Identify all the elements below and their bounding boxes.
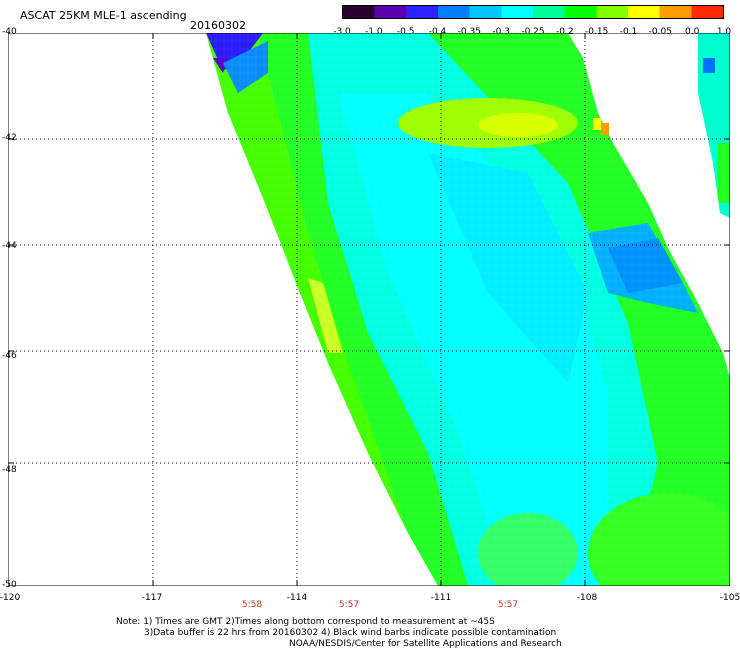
lon-label: -117 — [141, 593, 163, 603]
swath-map — [8, 33, 730, 586]
product-title: ASCAT 25KM MLE-1 ascending — [20, 9, 187, 22]
map-gridlines — [8, 33, 730, 586]
colorbar-tick-label: -3.0 — [333, 27, 351, 37]
colorbar-tick-label: -0.35 — [457, 27, 481, 37]
colorbar-tick-label: -0.1 — [619, 27, 638, 37]
colorbar-tick-label: -0.05 — [648, 27, 672, 37]
colorbar-tick-label: -0.5 — [396, 27, 415, 37]
colorbar — [342, 5, 724, 19]
lon-label: -120 — [0, 593, 21, 603]
swath-time: 5:58 — [241, 600, 263, 610]
swath-pixels-right — [698, 33, 730, 218]
colorbar-tick-label: -0.4 — [428, 27, 447, 37]
note-line-3: NOAA/NESDIS/Center for Satellite Applica… — [289, 639, 562, 649]
colorbar-tick-label: -0.3 — [492, 27, 510, 37]
swath-time: 5:57 — [497, 600, 519, 610]
lon-label: -114 — [286, 593, 308, 603]
note-line-1: Note: 1) Times are GMT 2)Times along bot… — [116, 617, 495, 627]
lat-label: -42 — [2, 133, 17, 143]
colorbar-labels: -3.0 -1.0 -0.5 -0.4 -0.35 -0.3 -0.25 -0.2 -0.15-… — [333, 27, 736, 39]
lat-label: -46 — [2, 351, 17, 361]
lon-label: -108 — [576, 593, 598, 603]
swath-time: 5:57 — [338, 600, 360, 610]
lat-label: -44 — [2, 241, 17, 251]
colorbar-tick-label: 0.0 — [684, 27, 700, 37]
colorbar-tick-label: -0.15 — [585, 27, 609, 37]
colorbar-tick-label: -1.0 — [365, 27, 383, 37]
lon-label: -111 — [430, 593, 452, 603]
note-line-2: 3)Data buffer is 22 hrs from 20160302 4)… — [144, 628, 557, 638]
colorbar-tick-label: -0.2 — [556, 27, 574, 37]
lat-label: -48 — [2, 465, 17, 475]
lon-label: -105 — [719, 593, 740, 603]
colorbar-tick-label: 1.0 — [716, 27, 732, 37]
colorbar-tick-label: -0.25 — [521, 27, 545, 37]
lat-label: -50 — [2, 580, 17, 590]
map-plot — [8, 33, 730, 586]
lat-label: -40 — [2, 27, 17, 37]
product-date: 20160302 — [190, 19, 246, 32]
